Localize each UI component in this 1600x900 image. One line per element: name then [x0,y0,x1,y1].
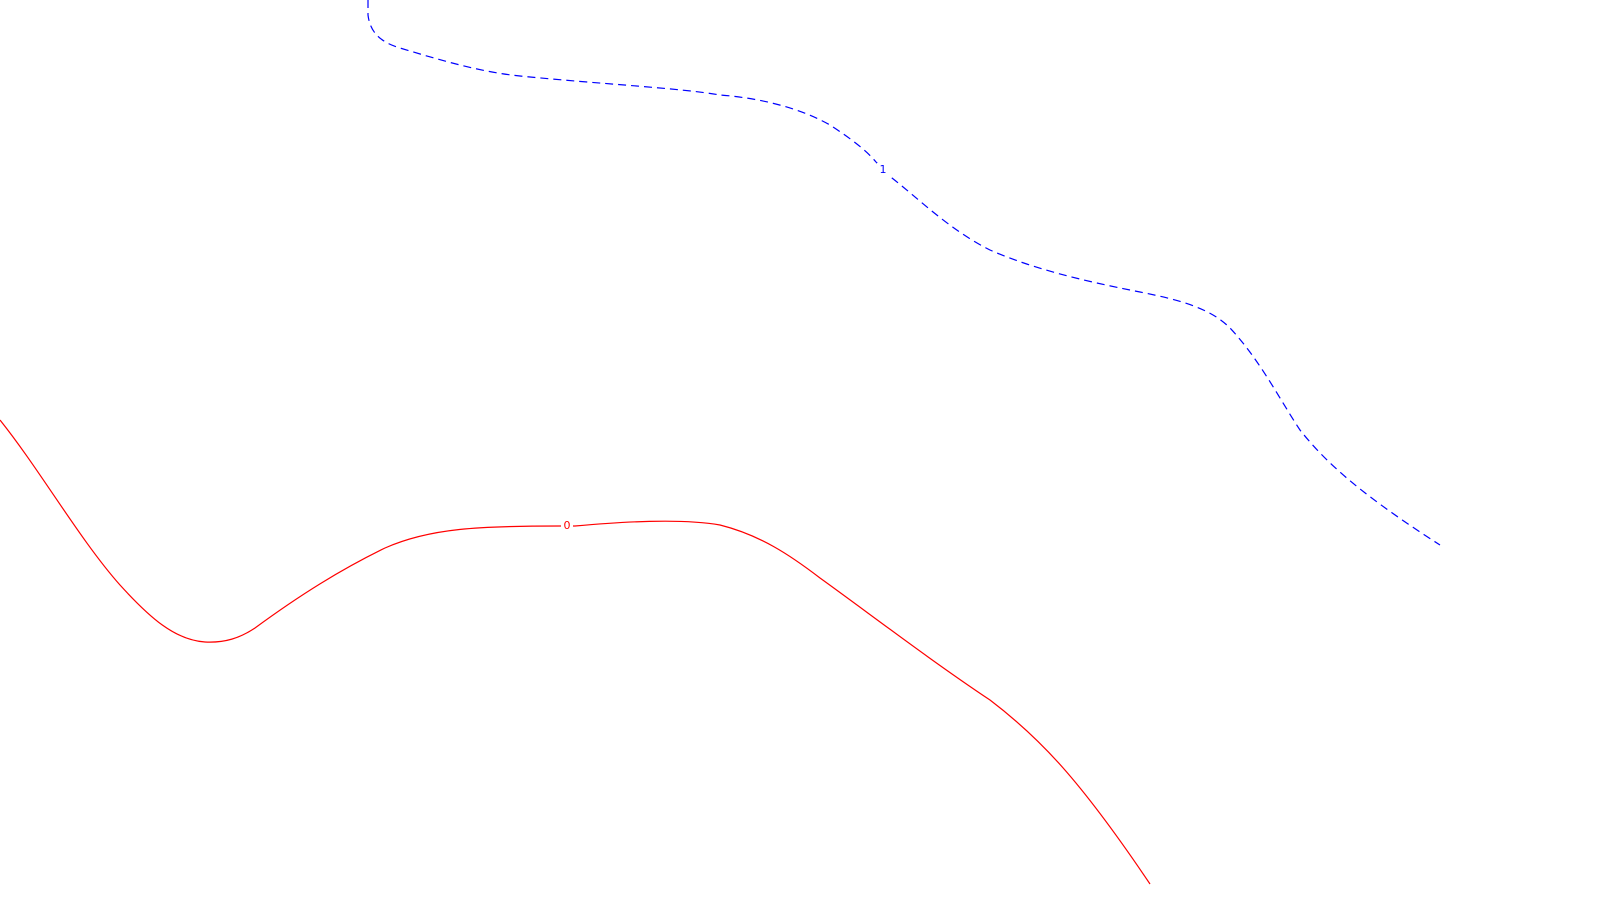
contour-label-0-background [561,519,573,533]
contour-label-1: 1 [880,163,887,176]
contour-line-0 [0,419,1151,885]
contour-line-0-group: 0 [0,419,1151,885]
contour-line-1 [367,0,1441,546]
contour-line-1-group: 1 [367,0,1441,546]
contour-label-0: 0 [564,519,571,532]
contour-label-1-background [877,163,889,177]
